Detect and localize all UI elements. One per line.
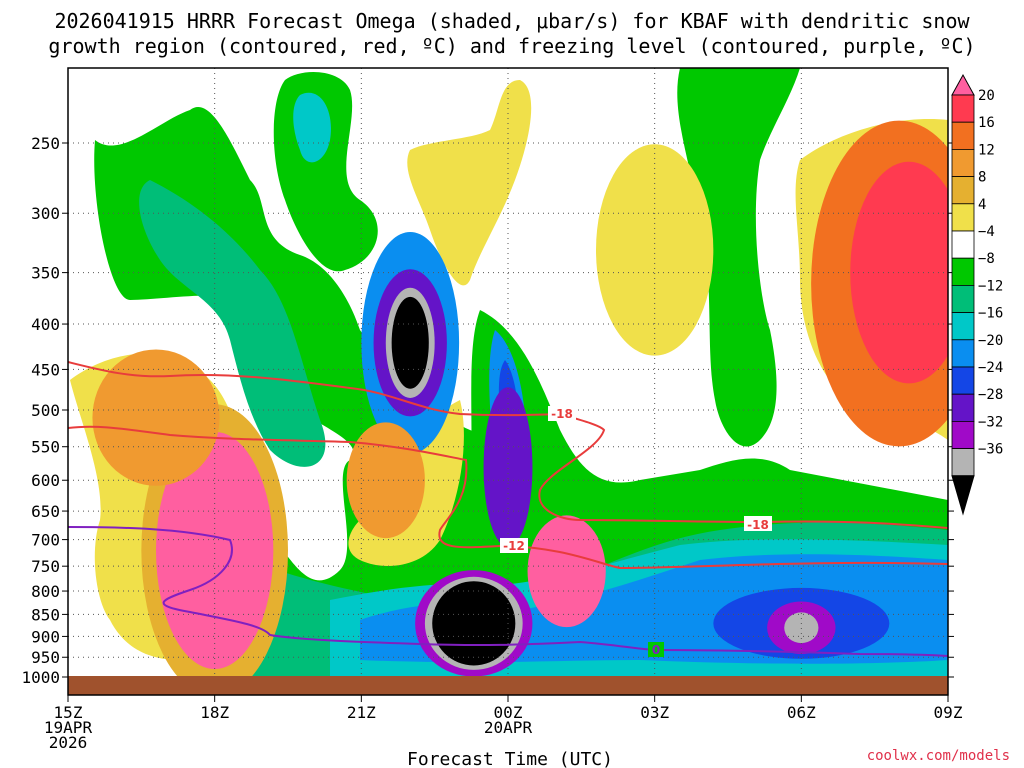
y-tick-label: 900	[31, 627, 60, 646]
credit-text: coolwx.com/models	[867, 748, 1010, 764]
colorbar-swatch	[951, 393, 975, 422]
colorbar-label: 20	[978, 88, 995, 104]
omega-shade-2	[432, 581, 516, 666]
x-tick-label: 00Z	[494, 703, 523, 722]
colorbar-label: 16	[978, 115, 995, 131]
x-tick-label: 09Z	[934, 703, 963, 722]
y-tick-label: 400	[31, 315, 60, 334]
colorbar-swatch	[951, 230, 975, 259]
dgz-label-mid-bg	[500, 538, 528, 553]
y-tick-label: 550	[31, 438, 60, 457]
x-axis-label: Forecast Time (UTC)	[407, 749, 613, 768]
y-tick-label: 250	[31, 134, 60, 153]
colorbar-top-triangle	[951, 73, 975, 96]
colorbar-label: −24	[978, 360, 1003, 376]
freezing-level-label: 0	[652, 643, 660, 657]
colorbar-label: −16	[978, 306, 1003, 322]
dgz-contour-right	[538, 413, 948, 529]
colorbar-label: −12	[978, 278, 1003, 294]
dgz-label-upper: -18	[551, 407, 573, 421]
omega-shade-12	[850, 161, 948, 384]
omega-field-teal	[139, 180, 326, 467]
omega-shading-marks	[92, 120, 948, 677]
y-tick-label: 650	[31, 502, 60, 521]
dgz-label-lower-bg	[744, 516, 772, 531]
y-tick-label: 850	[31, 605, 60, 624]
plot-area: -18 -12 -18 0	[68, 68, 948, 677]
y-axis: 250 300 350 400 450 500 550 600 650 700 750 800 850 9…	[21, 134, 954, 687]
y-tick-label: 350	[31, 264, 60, 283]
x-tick-label: 15Z	[54, 703, 83, 722]
omega-shade-10	[527, 515, 606, 628]
omega-shade-9	[92, 349, 220, 486]
colorbar-swatch	[951, 312, 975, 341]
x-tick-label: 20APR	[484, 718, 533, 737]
y-tick-label: 600	[31, 471, 60, 490]
y-tick-label: 300	[31, 204, 60, 223]
colorbar-swatch	[951, 284, 975, 313]
colorbar-swatch	[951, 94, 975, 123]
dgz-contour-upper	[68, 361, 561, 417]
omega-shade-13	[596, 144, 714, 356]
colorbar-swatch	[951, 448, 975, 477]
colorbar-swatch	[951, 257, 975, 286]
freezing-level-contour	[68, 526, 948, 657]
colorbar-label: 4	[978, 197, 986, 213]
omega-field-green-right	[677, 68, 800, 447]
colorbar-bottom-triangle	[951, 475, 975, 516]
dgz-label-mid: -12	[503, 539, 525, 553]
dgz-label-upper-bg	[548, 406, 576, 421]
y-tick-label: 500	[31, 401, 60, 420]
freezing-label-bg	[648, 642, 664, 657]
omega-shade-16	[784, 612, 819, 644]
colorbar-label: −32	[978, 414, 1003, 430]
colorbar: 20 16 12 8 4 −4 −8 −12 −16 −20 −24 −28 −32 −36	[951, 73, 1003, 516]
omega-field-yellow-upper	[407, 80, 532, 286]
y-tick-label: 1000	[21, 668, 60, 687]
omega-shade-18	[346, 422, 425, 539]
x-tick-label: 21Z	[347, 703, 376, 722]
colorbar-swatch	[951, 203, 975, 232]
colorbar-label: −28	[978, 387, 1003, 403]
colorbar-label: 8	[978, 170, 986, 186]
colorbar-swatch	[951, 366, 975, 395]
colorbar-label: −36	[978, 442, 1003, 458]
colorbar-label: 12	[978, 142, 995, 158]
colorbar-label: −4	[978, 224, 995, 240]
chart-title-line2: growth region (contoured, red, ºC) and f…	[48, 34, 975, 58]
x-tick-label: 03Z	[640, 703, 669, 722]
x-tick-label: 06Z	[787, 703, 816, 722]
colorbar-swatch	[951, 121, 975, 150]
omega-shade-17	[483, 387, 533, 548]
x-tick-label: 2026	[49, 733, 88, 752]
colorbar-label: −20	[978, 333, 1003, 349]
omega-shade-8	[156, 431, 274, 670]
colorbar-swatch	[951, 148, 975, 177]
y-tick-label: 700	[31, 531, 60, 550]
dgz-contour-upper-b	[68, 425, 948, 570]
colorbar-label: −8	[978, 251, 995, 267]
chart-title-line1: 2026041915 HRRR Forecast Omega (shaded, …	[54, 9, 970, 33]
y-tick-label: 450	[31, 360, 60, 379]
ground-surface	[68, 676, 948, 695]
y-tick-label: 800	[31, 582, 60, 601]
y-tick-label: 750	[31, 557, 60, 576]
colorbar-swatch	[951, 176, 975, 205]
x-tick-label: 18Z	[200, 703, 229, 722]
colorbar-swatch	[951, 339, 975, 368]
colorbar-swatch	[951, 420, 975, 449]
omega-shade-6	[391, 296, 429, 389]
x-tick-label: 19APR	[44, 718, 93, 737]
y-tick-label: 950	[31, 648, 60, 667]
dgz-label-lower: -18	[747, 518, 769, 532]
omega-field-cyan	[293, 92, 331, 163]
